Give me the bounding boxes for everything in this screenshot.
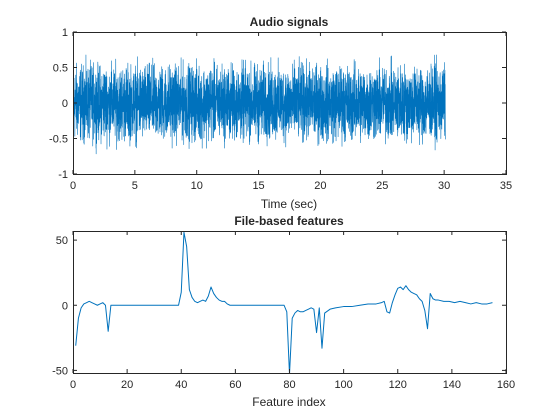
x-tick-label: 60 (229, 379, 241, 391)
x-tick-label: 35 (500, 180, 512, 192)
x-tick-label: 15 (252, 180, 264, 192)
x-tick-label: 40 (175, 379, 187, 391)
audio-waveform-line (73, 54, 446, 155)
audio-signals-xlabel: Time (sec) (261, 197, 317, 211)
x-tick-label: 25 (376, 180, 388, 192)
audio-signals-axes: Audio signals Time (sec) 0 5 10 15 20 25 30 35-… (49, 15, 512, 211)
y-tick-label: 0 (62, 98, 68, 110)
axes-box (73, 231, 507, 374)
y-tick-label: 0.5 (53, 63, 68, 75)
audio-signals-title: Audio signals (250, 15, 329, 29)
x-tick-label: 80 (283, 379, 295, 391)
x-tick-label: 140 (443, 379, 461, 391)
x-tick-label: 5 (132, 180, 138, 192)
y-tick-label: -1 (58, 169, 68, 181)
x-tick-label: 10 (191, 180, 203, 192)
file-features-xlabel: Feature index (252, 395, 325, 409)
y-tick-label: -0.5 (49, 134, 68, 146)
file-features-title: File-based features (234, 214, 344, 228)
x-tick-label: 20 (314, 180, 326, 192)
x-tick-label: 120 (389, 379, 407, 391)
x-tick-label: 30 (438, 180, 450, 192)
y-tick-label: 0 (62, 300, 68, 312)
x-tick-label: 20 (121, 379, 133, 391)
y-tick-label: 1 (62, 27, 68, 39)
x-tick-label: 160 (497, 379, 515, 391)
y-tick-label: -50 (52, 365, 68, 377)
file-features-axes: File-based features Feature index 0 20 40 6… (52, 214, 515, 409)
features-series-line (75, 231, 493, 373)
x-tick-label: 0 (70, 180, 76, 192)
x-tick-label: 0 (70, 379, 76, 391)
x-tick-label: 100 (334, 379, 352, 391)
y-tick-label: 50 (56, 235, 68, 247)
